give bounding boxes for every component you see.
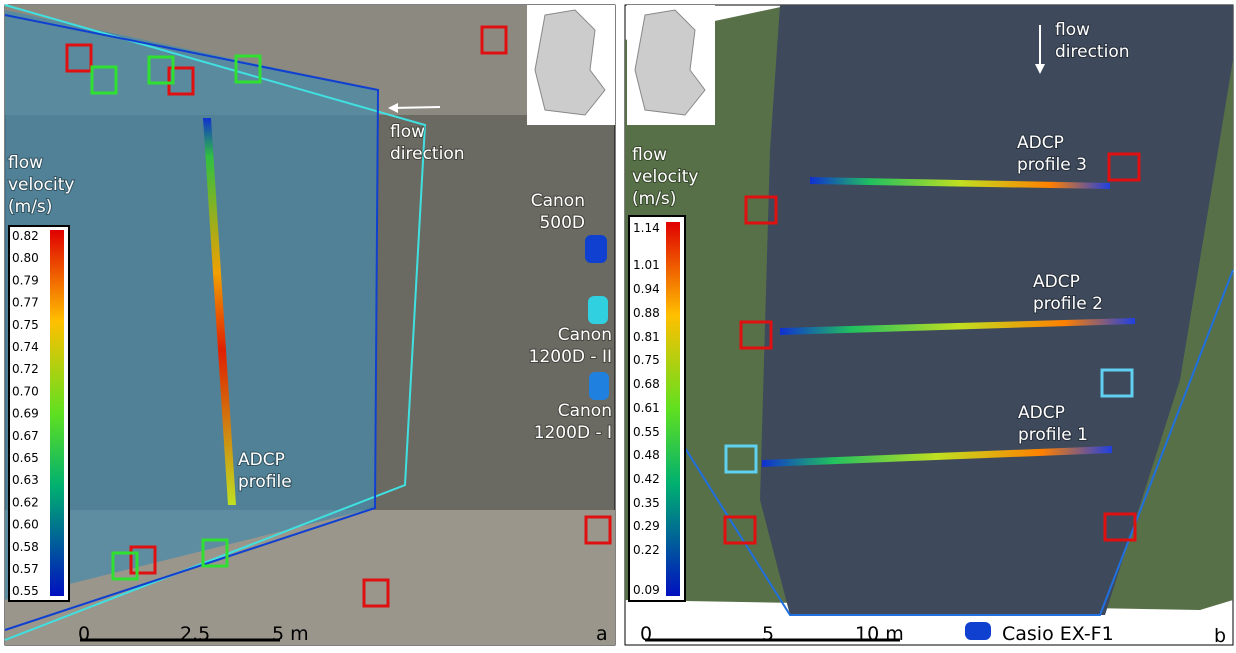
label: 0.82 — [12, 229, 39, 243]
label: 0.75 — [12, 318, 39, 332]
label: flow — [8, 153, 43, 173]
label: ADCP — [1018, 403, 1065, 423]
label: 0.70 — [12, 384, 39, 398]
label: 0.67 — [12, 429, 39, 443]
label: 0.65 — [12, 451, 39, 465]
label: profile 3 — [1017, 155, 1087, 175]
label: (m/s) — [8, 197, 52, 217]
label: Canon — [531, 191, 585, 211]
label: Canon — [558, 325, 612, 345]
label: 0.79 — [12, 273, 39, 287]
label: 0.68 — [633, 377, 660, 391]
label: 0.62 — [12, 495, 39, 509]
label: 0.42 — [633, 472, 660, 486]
label: 0.77 — [12, 296, 39, 310]
label: 5 — [762, 623, 774, 645]
label: 0.22 — [633, 543, 660, 557]
label: 2.5 — [180, 623, 210, 645]
label: 0 — [640, 623, 652, 645]
label: 1200D - I — [534, 423, 612, 443]
label: 0.57 — [12, 562, 39, 576]
label: 1.01 — [633, 258, 660, 272]
label: 0.81 — [633, 330, 660, 344]
label: 10 m — [855, 623, 904, 645]
label: ADCP — [1033, 272, 1080, 292]
label: 0.48 — [633, 448, 660, 462]
label: ADCP — [238, 450, 285, 470]
label: velocity — [8, 175, 74, 195]
label: a — [596, 623, 608, 645]
panel-b — [624, 4, 1234, 646]
label: 0.74 — [12, 340, 39, 354]
label: flow — [1055, 20, 1090, 40]
label: 0.60 — [12, 518, 39, 532]
label: direction — [390, 144, 465, 164]
label: Casio EX-F1 — [1002, 623, 1114, 645]
label: 0.94 — [633, 282, 660, 296]
label: profile 1 — [1018, 425, 1088, 445]
label: 0.80 — [12, 251, 39, 265]
label: 0.69 — [12, 407, 39, 421]
label: flow — [632, 145, 667, 165]
label: 0.09 — [633, 583, 660, 597]
label: ADCP — [1017, 133, 1064, 153]
label: 0.61 — [633, 401, 660, 415]
label: 500D — [539, 213, 585, 233]
label: b — [1214, 625, 1226, 647]
label: 0.72 — [12, 362, 39, 376]
label: Canon — [558, 401, 612, 421]
label: 0.29 — [633, 519, 660, 533]
label: 0.55 — [633, 425, 660, 439]
label: 1200D - II — [529, 347, 612, 367]
label: 0 — [78, 623, 90, 645]
label: velocity — [632, 167, 698, 187]
label: (m/s) — [632, 189, 676, 209]
label: direction — [1055, 42, 1130, 62]
label: profile — [238, 472, 292, 492]
label: 0.88 — [633, 306, 660, 320]
label: profile 2 — [1033, 294, 1103, 314]
label: 0.55 — [12, 584, 39, 598]
label: 0.63 — [12, 473, 39, 487]
label: 0.75 — [633, 353, 660, 367]
label: 0.35 — [633, 496, 660, 510]
label: 5 m — [272, 623, 309, 645]
label: flow — [390, 122, 425, 142]
label: 0.58 — [12, 540, 39, 554]
panel-a — [4, 4, 616, 646]
label: 1.14 — [633, 221, 660, 235]
